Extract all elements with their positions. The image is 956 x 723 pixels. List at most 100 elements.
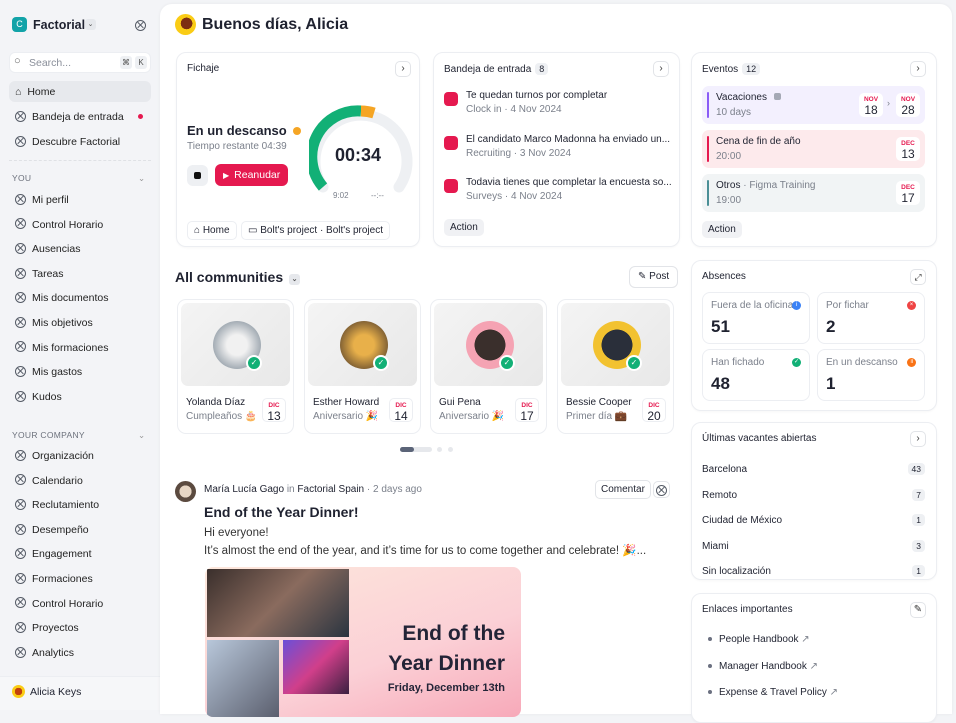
discover-icon — [15, 135, 26, 147]
chevron-right-icon[interactable]: › — [910, 61, 926, 77]
sidebar-item-inbox[interactable]: Bandeja de entrada — [9, 106, 151, 127]
author[interactable]: María Lucía Gago — [204, 484, 285, 495]
section-company[interactable]: YOUR COMPANY ⌄ — [12, 430, 145, 440]
sidebar-item-home[interactable]: ⌂ Home — [9, 81, 151, 102]
sidebar-item[interactable]: Calendario — [9, 470, 151, 491]
expand-icon[interactable]: ⤢ — [910, 269, 926, 285]
banner-date: Friday, December 13th — [387, 682, 505, 694]
sidebar-item[interactable]: Mis gastos — [9, 361, 151, 382]
vacancy-row[interactable]: Barcelona 43 — [702, 463, 925, 475]
sidebar-item[interactable]: Kudos — [9, 386, 151, 407]
module-icon — [15, 572, 26, 584]
chevron-right-icon[interactable]: › — [395, 61, 411, 77]
sidebar-item[interactable]: Engagement — [9, 543, 151, 564]
event-sub: 19:00 — [716, 195, 742, 206]
label: Control Horario — [32, 597, 104, 610]
resume-button[interactable]: ▶ Reanudar — [215, 164, 288, 186]
search-input[interactable]: ○ Search... ⌘ K — [9, 52, 151, 73]
action-button[interactable]: Action — [702, 221, 742, 238]
search-icon: ○ — [14, 55, 21, 67]
banner-title: End of the — [402, 622, 505, 645]
user-menu[interactable]: Alicia Keys — [0, 676, 160, 710]
occasion: Aniversario 🎉 — [439, 411, 505, 422]
chevron-down-icon: ⌄ — [138, 173, 146, 183]
sidebar-item[interactable]: Control Horario — [9, 214, 151, 235]
links-card: Enlaces importantes ✎ People Handbook ↗ M… — [691, 593, 937, 723]
community-card[interactable]: ✓ Yolanda Díaz Cumpleaños 🎂 DIC 13 — [177, 299, 294, 434]
absence-stat[interactable]: En un descanso ॥ 1 — [817, 349, 925, 401]
sidebar-item-discover[interactable]: Descubre Factorial — [9, 131, 151, 152]
sidebar-item[interactable]: Mis formaciones — [9, 337, 151, 358]
vacancy-row[interactable]: Miami 3 — [702, 539, 925, 552]
community-card[interactable]: ✓ Esther Howard Aniversario 🎉 DIC 14 — [304, 299, 421, 434]
action-button[interactable]: Action — [444, 219, 484, 236]
card-title: Últimas vacantes abiertas — [702, 433, 817, 444]
sidebar-item[interactable]: Organización — [9, 445, 151, 466]
kbd-cmd: ⌘ — [120, 56, 132, 69]
sidebar-item[interactable]: Mis objetivos — [9, 312, 151, 333]
comment-button[interactable]: Comentar — [595, 480, 651, 499]
sidebar-item[interactable]: Mi perfil — [9, 189, 151, 210]
absence-stat[interactable]: Por fichar × 2 — [817, 292, 925, 344]
sidebar-item[interactable]: Reclutamiento — [9, 494, 151, 515]
home-icon: ⌂ — [15, 86, 22, 98]
city: Barcelona — [702, 464, 748, 475]
chevron-right-icon[interactable]: › — [653, 61, 669, 77]
vacancy-row[interactable]: Ciudad de México 1 — [702, 514, 925, 526]
absence-stat[interactable]: Han fichado ✓ 48 — [702, 349, 810, 401]
module-icon — [15, 193, 26, 205]
link-item[interactable]: Expense & Travel Policy ↗ — [708, 687, 838, 698]
sidebar-item[interactable]: Formaciones — [9, 568, 151, 589]
month: DIC — [268, 402, 280, 409]
post-image[interactable]: End of the Year Dinner Friday, December … — [205, 567, 521, 717]
link-item[interactable]: People Handbook ↗ — [708, 634, 810, 645]
sidebar-item[interactable]: Mis documentos — [9, 287, 151, 308]
status-icon: ॥ — [907, 358, 916, 367]
sidebar-item[interactable]: Analytics — [9, 642, 151, 663]
company-name[interactable]: Factorial — [33, 18, 86, 32]
link-item[interactable]: Manager Handbook ↗ — [708, 661, 818, 672]
label: Home — [202, 225, 230, 236]
city: Remoto — [702, 489, 738, 501]
community-card[interactable]: ✓ Bessie Cooper Primer día 💼 DIC 20 — [557, 299, 674, 434]
more-button[interactable] — [653, 481, 670, 498]
carousel-dot[interactable] — [437, 447, 442, 452]
event-item[interactable]: Otros · Figma Training 19:00 DEC 17 — [702, 174, 925, 212]
vacancy-row[interactable]: Sin localización 1 — [702, 565, 925, 577]
month: DIC — [521, 402, 533, 409]
event-sub: 20:00 — [716, 151, 742, 162]
chevron-right-icon[interactable]: › — [910, 431, 926, 447]
label: Control Horario — [32, 218, 104, 231]
chevron-down-icon[interactable]: ⌄ — [85, 19, 96, 30]
vacancy-row[interactable]: Remoto 7 — [702, 488, 925, 501]
month: DEC — [901, 184, 915, 191]
photo-bg: ✓ — [181, 303, 290, 386]
color-bar — [707, 92, 709, 118]
page-title: Buenos días, Alicia — [202, 16, 349, 33]
community-card[interactable]: ✓ Gui Pena Aniversario 🎉 DIC 17 — [430, 299, 547, 434]
event-item[interactable]: Cena de fin de año 20:00 DEC 13 — [702, 130, 925, 168]
section-you[interactable]: YOU ⌄ — [12, 173, 145, 183]
briefcase-icon: ▭ — [248, 225, 258, 236]
event-item[interactable]: Vacaciones 10 days NOV 18 › NOV 28 — [702, 86, 925, 124]
communities-title[interactable]: All communities ⌄ — [175, 269, 301, 286]
module-icon — [15, 474, 26, 486]
carousel-dot[interactable] — [448, 447, 453, 452]
absence-stat[interactable]: Fuera de la oficina i 51 — [702, 292, 810, 344]
sidebar-item[interactable]: Tareas — [9, 263, 151, 284]
sidebar-item[interactable]: Desempeño — [9, 519, 151, 540]
carousel-pagination[interactable] — [400, 447, 432, 452]
stop-button[interactable] — [187, 165, 208, 186]
sidebar-item[interactable]: Proyectos — [9, 617, 151, 638]
sidebar-item[interactable]: Ausencias — [9, 238, 151, 259]
project-chip[interactable]: ▭ Bolt's project · Bolt's project — [241, 221, 390, 240]
location-chip[interactable]: ⌂ Home — [187, 221, 237, 240]
item-sub: Clock in · 4 Nov 2024 — [466, 104, 562, 115]
post-button[interactable]: ✎ Post — [629, 266, 679, 288]
group[interactable]: Factorial Spain — [297, 484, 365, 495]
photo-bg: ✓ — [561, 303, 670, 386]
banner-title: Year Dinner — [388, 652, 505, 675]
close-sidebar-icon[interactable] — [135, 19, 146, 31]
edit-icon[interactable]: ✎ — [910, 602, 926, 618]
sidebar-item[interactable]: Control Horario — [9, 593, 151, 614]
